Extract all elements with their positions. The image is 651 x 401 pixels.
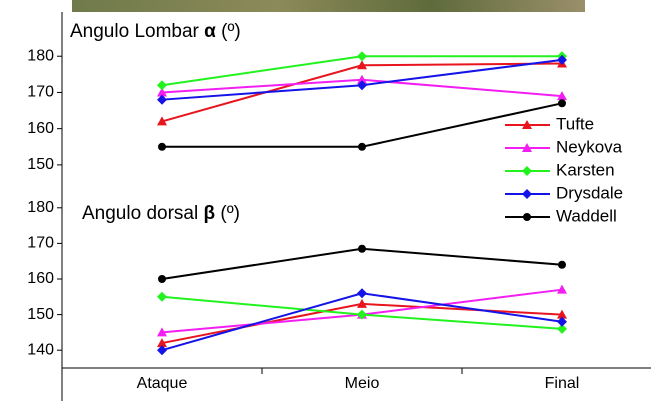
marker — [523, 213, 531, 221]
marker — [357, 288, 367, 298]
marker — [558, 99, 566, 107]
y-tick-label: 150 — [27, 156, 54, 173]
marker — [358, 143, 366, 151]
marker — [158, 275, 166, 283]
legend-label: Drysdale — [556, 183, 623, 202]
marker — [158, 143, 166, 151]
chart-title: Angulo Lombar α (º) — [70, 21, 241, 42]
marker — [357, 51, 367, 61]
y-tick-label: 160 — [27, 270, 54, 287]
marker — [358, 245, 366, 253]
x-tick-label: Final — [545, 375, 580, 392]
y-tick-label: 170 — [27, 235, 54, 252]
photo-strip — [72, 0, 585, 12]
x-tick-label: Meio — [345, 375, 380, 392]
marker — [157, 80, 167, 90]
x-tick-label: Ataque — [137, 375, 188, 392]
series-line — [162, 103, 562, 146]
legend-label: Tufte — [556, 114, 594, 133]
legend-label: Karsten — [556, 160, 615, 179]
series-line — [162, 63, 562, 121]
marker — [522, 189, 532, 199]
marker — [558, 261, 566, 269]
y-tick-label: 170 — [27, 84, 54, 101]
legend-label: Waddell — [556, 206, 617, 225]
y-tick-label: 180 — [27, 47, 54, 64]
chart: Angulo Lombar α (º) 150 160 170 180 Tufte Neyk… — [0, 0, 651, 401]
y-tick-label: 150 — [27, 306, 54, 323]
y-tick-label: 160 — [27, 120, 54, 137]
chart-title: Angulo dorsal β (º) — [82, 203, 240, 224]
series-line — [162, 249, 562, 279]
legend-label: Neykova — [556, 137, 623, 156]
y-tick-label: 140 — [27, 341, 54, 358]
y-tick-label: 180 — [27, 199, 54, 216]
marker — [157, 292, 167, 302]
marker — [522, 166, 532, 176]
